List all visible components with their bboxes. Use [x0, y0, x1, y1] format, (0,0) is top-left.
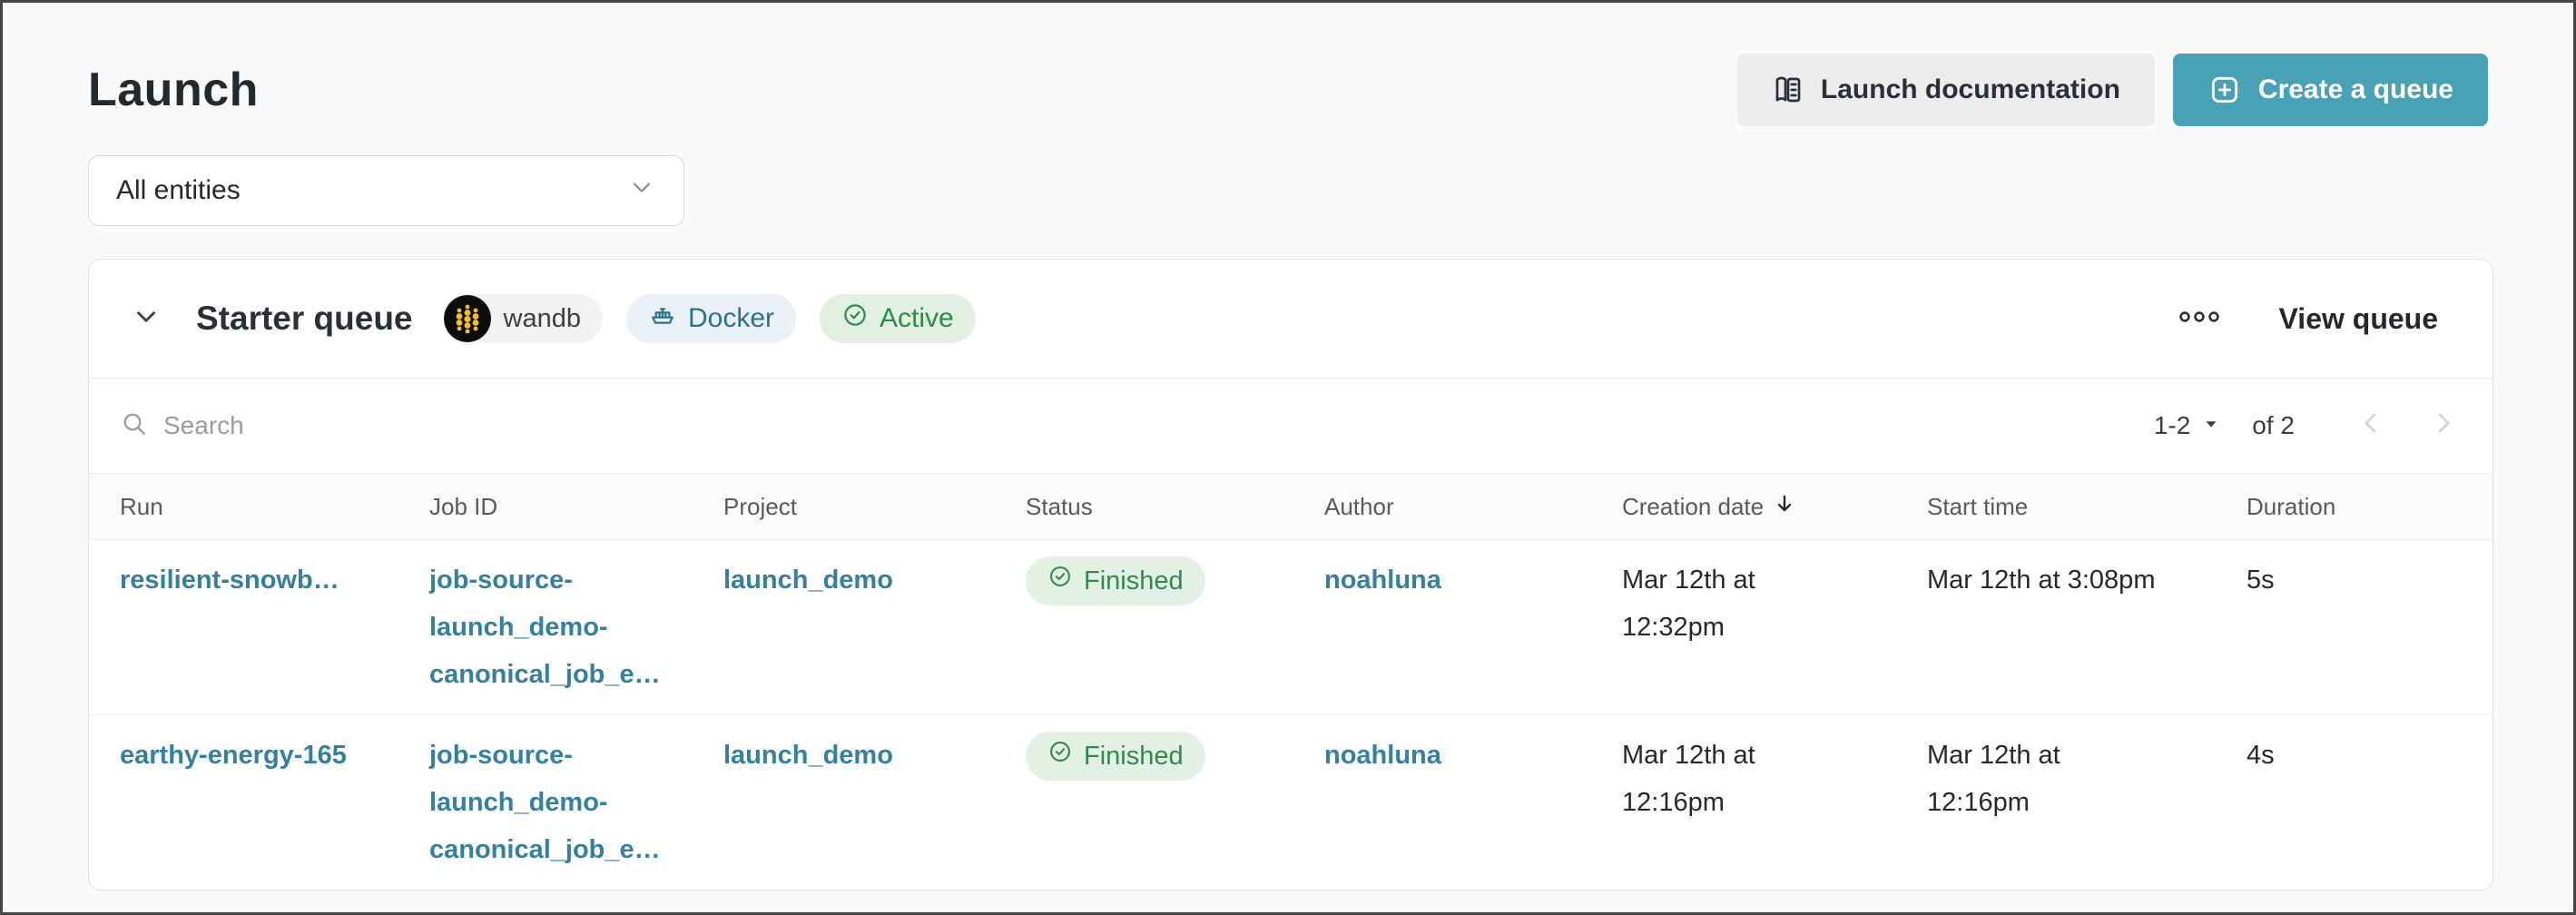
header-actions: Launch documentation Create a queue — [1736, 54, 2488, 126]
column-header-creation-date[interactable]: Creation date — [1622, 492, 1927, 522]
ship-icon — [648, 300, 677, 337]
chevron-left-icon — [2355, 407, 2387, 446]
chevron-right-icon — [2427, 407, 2460, 446]
entity-filter-value: All entities — [116, 175, 241, 205]
launch-documentation-label: Launch documentation — [1820, 74, 2120, 104]
start-time-cell: Mar 12th at 12:16pm — [1927, 741, 2060, 817]
page-header: Launch Launch documentation — [88, 54, 2488, 126]
column-header-run[interactable]: Run — [120, 492, 163, 520]
run-link[interactable]: earthy-energy-165 — [120, 741, 347, 770]
overflow-menu-icon — [2178, 308, 2221, 330]
caret-down-icon — [2201, 411, 2221, 440]
page-total-label: of 2 — [2252, 411, 2295, 439]
status-label: Finished — [1084, 742, 1184, 771]
search-input[interactable] — [163, 411, 708, 440]
pagination: 1-2 of 2 — [2154, 407, 2460, 446]
plus-square-icon — [2207, 73, 2242, 107]
creation-date-cell: Mar 12th at 12:16pm — [1622, 741, 1755, 817]
queue-resource-badge: Docker — [625, 294, 797, 343]
table-row: earthy-energy-165 job-source- launch_dem… — [89, 714, 2492, 890]
column-header-project[interactable]: Project — [723, 492, 797, 520]
table-header: Run Job ID Project Status Author Creatio… — [89, 474, 2492, 540]
page-content: Launch Launch documentation — [3, 3, 2573, 890]
column-header-start-time[interactable]: Start time — [1927, 492, 2029, 520]
status-cell: Finished — [1026, 556, 1324, 698]
entity-filter-select[interactable]: All entities — [88, 155, 684, 226]
check-circle-icon — [1047, 557, 1073, 605]
run-link[interactable]: resilient-snowb… — [120, 566, 339, 595]
queue-state-label: Active — [880, 303, 954, 333]
queue-state-badge: Active — [820, 294, 976, 343]
column-header-author[interactable]: Author — [1324, 492, 1394, 520]
column-header-duration[interactable]: Duration — [2247, 492, 2336, 520]
page-range-value: 1-2 — [2153, 411, 2191, 439]
page-title: Launch — [88, 64, 259, 116]
check-circle-icon — [1047, 733, 1073, 780]
launch-documentation-button[interactable]: Launch documentation — [1736, 54, 2155, 126]
chevron-down-icon — [131, 301, 162, 337]
search-box — [120, 409, 2154, 443]
book-icon — [1772, 74, 1804, 106]
queue-card: Starter queue wandb — [88, 259, 2493, 890]
run-cell: earthy-energy-165 — [120, 732, 429, 873]
duration-cell: 4s — [2247, 741, 2275, 770]
page-nav — [2355, 407, 2460, 446]
chevron-down-icon — [627, 172, 656, 209]
previous-page-button[interactable] — [2355, 407, 2387, 446]
job-id-cell[interactable]: job-source- launch_demo- canonical_job_e… — [429, 741, 661, 864]
creation-date-cell: Mar 12th at 12:32pm — [1622, 566, 1755, 642]
job-id-cell[interactable]: job-source- launch_demo- canonical_job_e… — [429, 566, 661, 689]
project-cell: launch_demo — [723, 556, 1026, 698]
project-link[interactable]: launch_demo — [723, 741, 893, 770]
create-queue-button[interactable]: Create a queue — [2172, 54, 2488, 126]
collapse-queue-button[interactable] — [131, 301, 162, 337]
author-cell: noahluna — [1324, 556, 1622, 698]
queue-entity-pill[interactable]: wandb — [443, 294, 603, 343]
check-circle-icon — [841, 301, 869, 336]
next-page-button[interactable] — [2427, 407, 2460, 446]
duration-cell: 5s — [2247, 566, 2275, 595]
status-badge: Finished — [1026, 732, 1205, 781]
arrow-down-icon — [1773, 492, 1796, 522]
queue-name: Starter queue — [196, 300, 413, 337]
table-row: resilient-snowb… job-source- launch_demo… — [89, 540, 2492, 714]
queue-card-header: Starter queue wandb — [89, 260, 2492, 379]
author-link[interactable]: noahluna — [1324, 566, 1441, 595]
author-link[interactable]: noahluna — [1324, 741, 1441, 770]
status-cell: Finished — [1026, 732, 1324, 873]
page-range-dropdown[interactable]: 1-2 — [2154, 411, 2221, 440]
wandb-logo — [443, 295, 491, 342]
author-cell: noahluna — [1324, 732, 1622, 873]
queue-overflow-menu-button[interactable] — [2178, 308, 2221, 330]
search-icon — [120, 409, 149, 443]
project-link[interactable]: launch_demo — [723, 566, 893, 595]
queue-entity-name: wandb — [503, 303, 581, 333]
column-header-status[interactable]: Status — [1026, 492, 1093, 520]
runs-toolbar: 1-2 of 2 — [89, 379, 2492, 474]
start-time-cell: Mar 12th at 3:08pm — [1927, 566, 2156, 595]
run-cell: resilient-snowb… — [120, 556, 429, 698]
queue-resource-label: Docker — [687, 303, 775, 333]
create-queue-label: Create a queue — [2257, 74, 2453, 104]
project-cell: launch_demo — [723, 732, 1026, 873]
view-queue-button[interactable]: View queue — [2278, 301, 2438, 335]
status-label: Finished — [1084, 566, 1184, 595]
column-header-job-id[interactable]: Job ID — [429, 492, 498, 520]
status-badge: Finished — [1026, 556, 1205, 605]
